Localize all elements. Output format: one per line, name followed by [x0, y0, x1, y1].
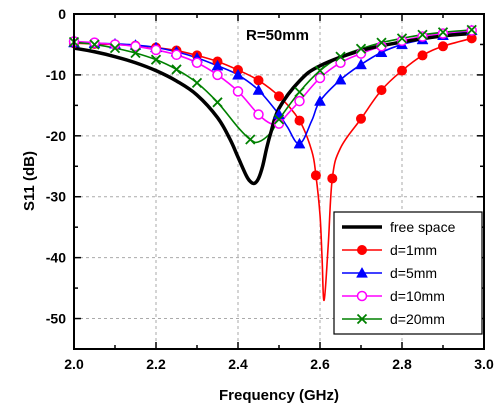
x-axis-title: Frequency (GHz) [219, 387, 339, 404]
series-line-d-20mm [74, 29, 472, 144]
data-point [310, 170, 321, 181]
x-tick-label: 2.4 [228, 356, 248, 372]
data-point [171, 64, 182, 75]
data-point [274, 91, 284, 102]
data-point [397, 65, 407, 76]
data-point [130, 47, 141, 59]
data-point [171, 49, 182, 61]
data-point [253, 109, 264, 120]
series-line-d-5mm [74, 29, 472, 145]
y-tick-label: -10 [46, 67, 66, 83]
data-point [130, 41, 141, 52]
data-point [273, 114, 285, 125]
data-point [191, 77, 203, 88]
y-tick-label: -50 [46, 311, 66, 327]
data-point [356, 113, 366, 124]
data-point [89, 39, 100, 50]
data-point [294, 95, 305, 107]
data-point [417, 29, 428, 40]
data-point [375, 46, 388, 58]
data-point [293, 137, 306, 149]
data-point [252, 84, 265, 95]
data-point [245, 134, 256, 145]
x-tick-label: 2.6 [310, 356, 330, 372]
data-point [314, 65, 326, 76]
data-point [335, 51, 346, 62]
x-tick-label: 3.0 [474, 356, 494, 372]
data-point [334, 73, 347, 85]
legend-label: d=1mm [390, 242, 437, 258]
series-line-free-space [74, 31, 472, 186]
data-point [355, 48, 367, 59]
data-point [327, 173, 338, 184]
legend-swatch-marker [356, 313, 368, 325]
data-point [314, 95, 326, 106]
data-point [89, 37, 100, 48]
data-point [294, 86, 305, 98]
x-tick-label: 2.0 [64, 356, 84, 372]
legend-label: d=10mm [390, 288, 445, 304]
plot-frame [73, 13, 485, 350]
data-point [314, 72, 326, 84]
data-point [191, 57, 203, 68]
data-point [396, 35, 408, 47]
data-point [294, 115, 305, 126]
data-markers [68, 24, 478, 184]
data-point [212, 69, 223, 81]
y-tick-label: -30 [46, 189, 66, 205]
y-tick-label: -20 [46, 128, 66, 144]
data-point [232, 68, 244, 80]
data-point [437, 27, 449, 38]
data-point [355, 43, 367, 54]
data-point [417, 31, 428, 42]
legend-label: free space [390, 219, 456, 235]
data-point [212, 97, 223, 108]
data-point [109, 42, 121, 54]
data-point [355, 58, 367, 70]
y-axis-title: S11 (dB) [21, 151, 38, 211]
legend-swatch-marker [356, 290, 368, 302]
data-point [253, 75, 264, 86]
legend-swatch-marker [356, 266, 368, 278]
data-point [232, 86, 244, 97]
data-point [150, 44, 162, 56]
x-tick-label: 2.8 [392, 356, 412, 372]
data-point [417, 50, 428, 61]
y-tick-label: 0 [58, 6, 66, 22]
data-point [396, 33, 408, 44]
legend: free space d=1mm d=5mm d=10mm d=20mm [333, 211, 483, 335]
tick-labels: 0 -10 -20 -30 -40 -50 2.0 2.2 2.4 2.6 2.8 3.0 [46, 6, 494, 372]
legend-label: d=5mm [390, 265, 437, 281]
data-point [150, 54, 162, 65]
y-tick-label: -40 [46, 250, 66, 266]
legend-swatch-marker [357, 245, 367, 255]
data-point [466, 24, 477, 35]
data-point [376, 85, 387, 96]
data-point [376, 37, 387, 48]
annotation-label: R=50mm [246, 27, 309, 44]
data-point [438, 41, 448, 52]
x-tick-label: 2.2 [146, 356, 166, 372]
legend-label: d=20mm [390, 311, 445, 327]
data-point [335, 57, 346, 68]
